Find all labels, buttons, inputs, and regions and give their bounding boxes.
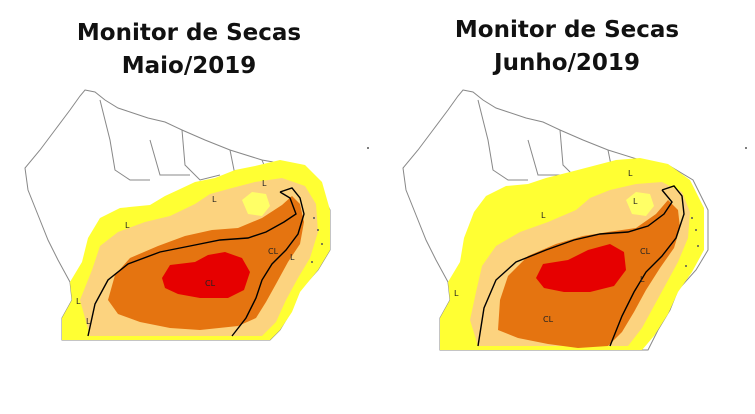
impact-labels: L L L CL CL L L <box>454 169 651 324</box>
map-title-line1: Monitor de Secas <box>454 17 680 43</box>
impact-label: CL <box>268 247 279 256</box>
impact-labels: L L L CL CL L L L <box>76 179 295 326</box>
region-dots <box>685 147 747 267</box>
impact-label: L <box>290 253 295 262</box>
impact-label: CL <box>640 247 651 256</box>
impact-label: L <box>125 221 130 230</box>
impact-label: L <box>633 197 638 206</box>
impact-label: CL <box>205 279 216 288</box>
impact-label: CL <box>543 315 554 324</box>
impact-label: L <box>454 289 459 298</box>
impact-label: L <box>262 179 267 188</box>
impact-label: L <box>212 195 217 204</box>
map-title-line1: Monitor de Secas <box>76 20 302 46</box>
map-title-line2: Junho/2019 <box>494 50 640 76</box>
impact-boundaries <box>477 185 685 347</box>
drought-area-d3 <box>162 252 250 298</box>
impact-label: L <box>640 275 645 284</box>
impact-label: L <box>541 211 546 220</box>
impact-label: L <box>86 317 91 326</box>
impact-label: L <box>628 169 633 178</box>
drought-map-june: L L L CL CL L L <box>402 89 747 351</box>
map-title-line2: Maio/2019 <box>121 53 257 79</box>
non-drought-patch <box>626 192 654 216</box>
drought-area-d3 <box>536 244 626 292</box>
impact-boundaries <box>87 187 305 337</box>
drought-map-may: L L L CL CL L L L <box>24 89 369 341</box>
map-panel-june: Monitor de Secas Junho/2019 <box>378 0 755 414</box>
map-panel-may: Monitor de Secas Maio/2019 <box>24 20 369 341</box>
impact-label: L <box>76 297 81 306</box>
non-drought-patch <box>242 192 270 216</box>
region-dots <box>311 147 369 263</box>
